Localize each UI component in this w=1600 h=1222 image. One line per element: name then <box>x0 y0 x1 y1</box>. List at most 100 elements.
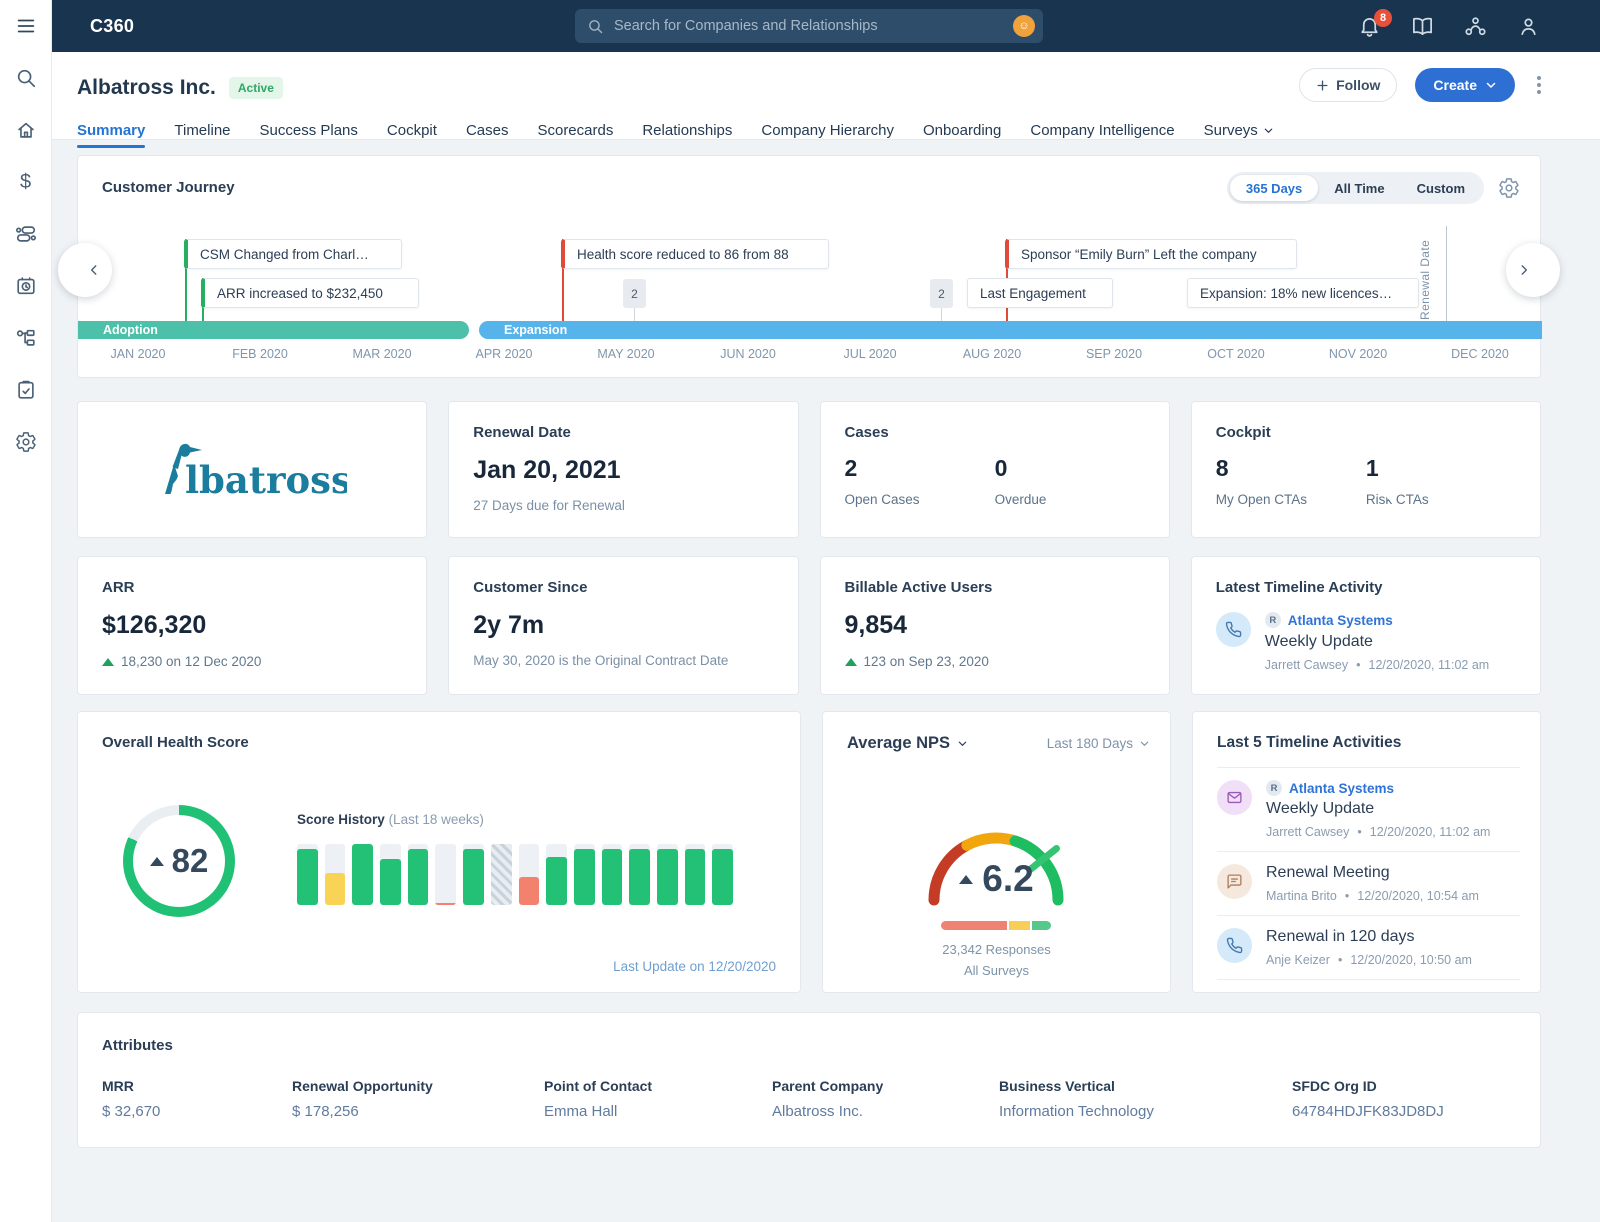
revenue-icon[interactable]: $ <box>0 156 52 208</box>
filters-icon[interactable] <box>0 208 52 260</box>
current-date-dot <box>1386 490 1396 500</box>
tab-relationships[interactable]: Relationships <box>642 122 732 148</box>
customer-since-subtitle: May 30, 2020 is the Original Contract Da… <box>473 653 773 668</box>
open-ctas-metric: 8 My Open CTAs <box>1216 455 1366 507</box>
search-avatar[interactable]: ☺ <box>1013 15 1035 37</box>
app-title: C360 <box>90 16 134 37</box>
timeline-activity-item[interactable]: R Atlanta Systems Weekly Update Jarrett … <box>1217 767 1520 851</box>
hierarchy-icon[interactable] <box>0 312 52 364</box>
nps-range-dropdown[interactable]: Last 180 Days <box>1047 736 1150 751</box>
journey-event-health-reduced[interactable]: Health score reduced to 86 from 88 <box>561 239 829 269</box>
timeline-activity-item[interactable]: Renewal in 120 days Anje Keizer12/20/202… <box>1217 915 1520 979</box>
journey-event-last-engagement[interactable]: Last Engagement <box>967 278 1113 308</box>
svg-text:lbatross: lbatross <box>185 458 347 502</box>
company-name: Albatross Inc. <box>77 76 216 100</box>
c360-dashboard: $ C360 ☺ 8 <box>0 0 1600 1222</box>
tab-timeline[interactable]: Timeline <box>174 122 230 148</box>
health-score-value: 82 <box>172 842 209 880</box>
phase-adoption[interactable]: Adoption <box>78 321 469 339</box>
arr-card: ARR $126,320 18,230 on 12 Dec 2020 <box>77 556 427 695</box>
timeline-clock-icon[interactable] <box>0 260 52 312</box>
journey-phase-band: Adoption Expansion <box>78 321 1540 339</box>
journey-event-sponsor-left[interactable]: Sponsor “Emily Burn” Left the company <box>1005 239 1297 269</box>
overall-health-score-card: Overall Health Score 82 Score History (L… <box>77 711 801 993</box>
phase-expansion[interactable]: Expansion <box>479 321 1542 339</box>
nps-value: 6.2 <box>823 858 1170 900</box>
search-input[interactable] <box>614 18 1013 34</box>
score-history-bars <box>297 844 733 905</box>
renewal-date-subtitle: 27 Days due for Renewal <box>473 498 773 513</box>
nps-responses-text: 23,342 Responses <box>823 942 1170 957</box>
attribute-mrr: MRR $ 32,670 <box>102 1078 292 1120</box>
renewal-date-marker-line <box>1446 226 1447 321</box>
user-profile-icon[interactable] <box>1517 15 1540 38</box>
range-365-days[interactable]: 365 Days <box>1230 175 1318 201</box>
menu-icon[interactable] <box>0 0 52 52</box>
tab-scorecards[interactable]: Scorecards <box>537 122 613 148</box>
journey-event-count-badge[interactable]: 2 <box>623 279 646 308</box>
journey-settings-gear-icon[interactable] <box>1498 177 1520 204</box>
range-all-time[interactable]: All Time <box>1318 175 1400 201</box>
email-icon <box>1217 780 1252 815</box>
attributes-card: Attributes MRR $ 32,670 Renewal Opportun… <box>77 1012 1541 1148</box>
attribute-parent-company: Parent Company Albatross Inc. <box>772 1078 999 1120</box>
tasks-clipboard-icon[interactable] <box>0 364 52 416</box>
chevron-down-icon <box>1139 738 1150 749</box>
last-update-text: Last Update on 12/20/2020 <box>613 959 776 974</box>
journey-event-arr-increased[interactable]: ARR increased to $232,450 <box>201 278 419 308</box>
journey-event-expansion[interactable]: Expansion: 18% new licences… <box>1187 278 1419 308</box>
journey-month-axis: JAN 2020FEB 2020MAR 2020APR 2020MAY 2020… <box>78 347 1540 361</box>
billable-users-delta: 123 on Sep 23, 2020 <box>845 654 1145 669</box>
home-icon[interactable] <box>0 104 52 156</box>
activity-title[interactable]: Weekly Update <box>1265 633 1489 651</box>
journey-connector <box>634 308 635 321</box>
customer-since-card: Customer Since 2y 7m May 30, 2020 is the… <box>448 556 798 695</box>
range-custom[interactable]: Custom <box>1401 175 1481 201</box>
cockpit-card: Cockpit 8 My Open CTAs 1 Risk CTAs <box>1191 401 1541 538</box>
trend-up-icon <box>959 875 973 884</box>
tab-cockpit[interactable]: Cockpit <box>387 122 437 148</box>
score-history-label: Score History (Last 18 weeks) <box>297 812 484 827</box>
notification-count-badge: 8 <box>1374 9 1392 27</box>
tab-summary[interactable]: Summary <box>77 122 145 148</box>
billable-users-value: 9,854 <box>845 611 1145 640</box>
billable-active-users-card: Billable Active Users 9,854 123 on Sep 2… <box>820 556 1170 695</box>
relationship-link[interactable]: Atlanta Systems <box>1289 781 1394 796</box>
tab-company-intelligence[interactable]: Company Intelligence <box>1030 122 1174 148</box>
relationship-link[interactable]: Atlanta Systems <box>1288 613 1393 628</box>
renewal-date-marker-label: Renewal Date <box>1418 228 1432 320</box>
global-search[interactable]: ☺ <box>575 9 1043 43</box>
knowledge-book-icon[interactable] <box>1411 15 1434 38</box>
meeting-chat-icon <box>1217 864 1252 899</box>
company-header: Albatross Inc. Active Follow Create Summ… <box>52 52 1600 140</box>
tab-cases[interactable]: Cases <box>466 122 509 148</box>
summary-cards-row-2: ARR $126,320 18,230 on 12 Dec 2020 Custo… <box>77 556 1541 693</box>
more-options-icon[interactable] <box>1533 72 1545 98</box>
tab-company-hierarchy[interactable]: Company Hierarchy <box>761 122 894 148</box>
settings-gear-icon[interactable] <box>0 416 52 468</box>
search-icon[interactable] <box>0 52 52 104</box>
tab-onboarding[interactable]: Onboarding <box>923 122 1001 148</box>
status-badge: Active <box>229 77 283 99</box>
relationships-network-icon[interactable] <box>1464 15 1487 38</box>
relationship-badge: R <box>1266 780 1282 796</box>
journey-scroll-right-button[interactable] <box>1506 243 1560 297</box>
cases-card: Cases 2 Open Cases 0 Overdue <box>820 401 1170 538</box>
company-logo-card: lbatross <box>77 401 427 538</box>
journey-range-toggle: 365 Days All Time Custom <box>1227 172 1484 204</box>
relationship-badge: R <box>1265 612 1281 628</box>
open-cases-metric: 2 Open Cases <box>845 455 995 507</box>
create-button[interactable]: Create <box>1415 68 1515 102</box>
tab-surveys[interactable]: Surveys <box>1204 122 1274 148</box>
journey-event-csm-changed[interactable]: CSM Changed from Charl… <box>184 239 402 269</box>
tab-success-plans[interactable]: Success Plans <box>260 122 358 148</box>
notifications-bell-icon[interactable]: 8 <box>1358 15 1381 38</box>
timeline-activity-item[interactable]: Renewal Meeting Martina Brito12/20/2020,… <box>1217 851 1520 915</box>
journey-connector <box>941 308 942 321</box>
phone-icon <box>1216 612 1251 647</box>
journey-scroll-left-button[interactable] <box>58 243 112 297</box>
nps-title-dropdown[interactable]: Average NPS <box>847 734 968 753</box>
follow-button[interactable]: Follow <box>1299 68 1397 102</box>
attribute-business-vertical: Business Vertical Information Technology <box>999 1078 1292 1120</box>
journey-event-count-badge[interactable]: 2 <box>930 279 953 308</box>
